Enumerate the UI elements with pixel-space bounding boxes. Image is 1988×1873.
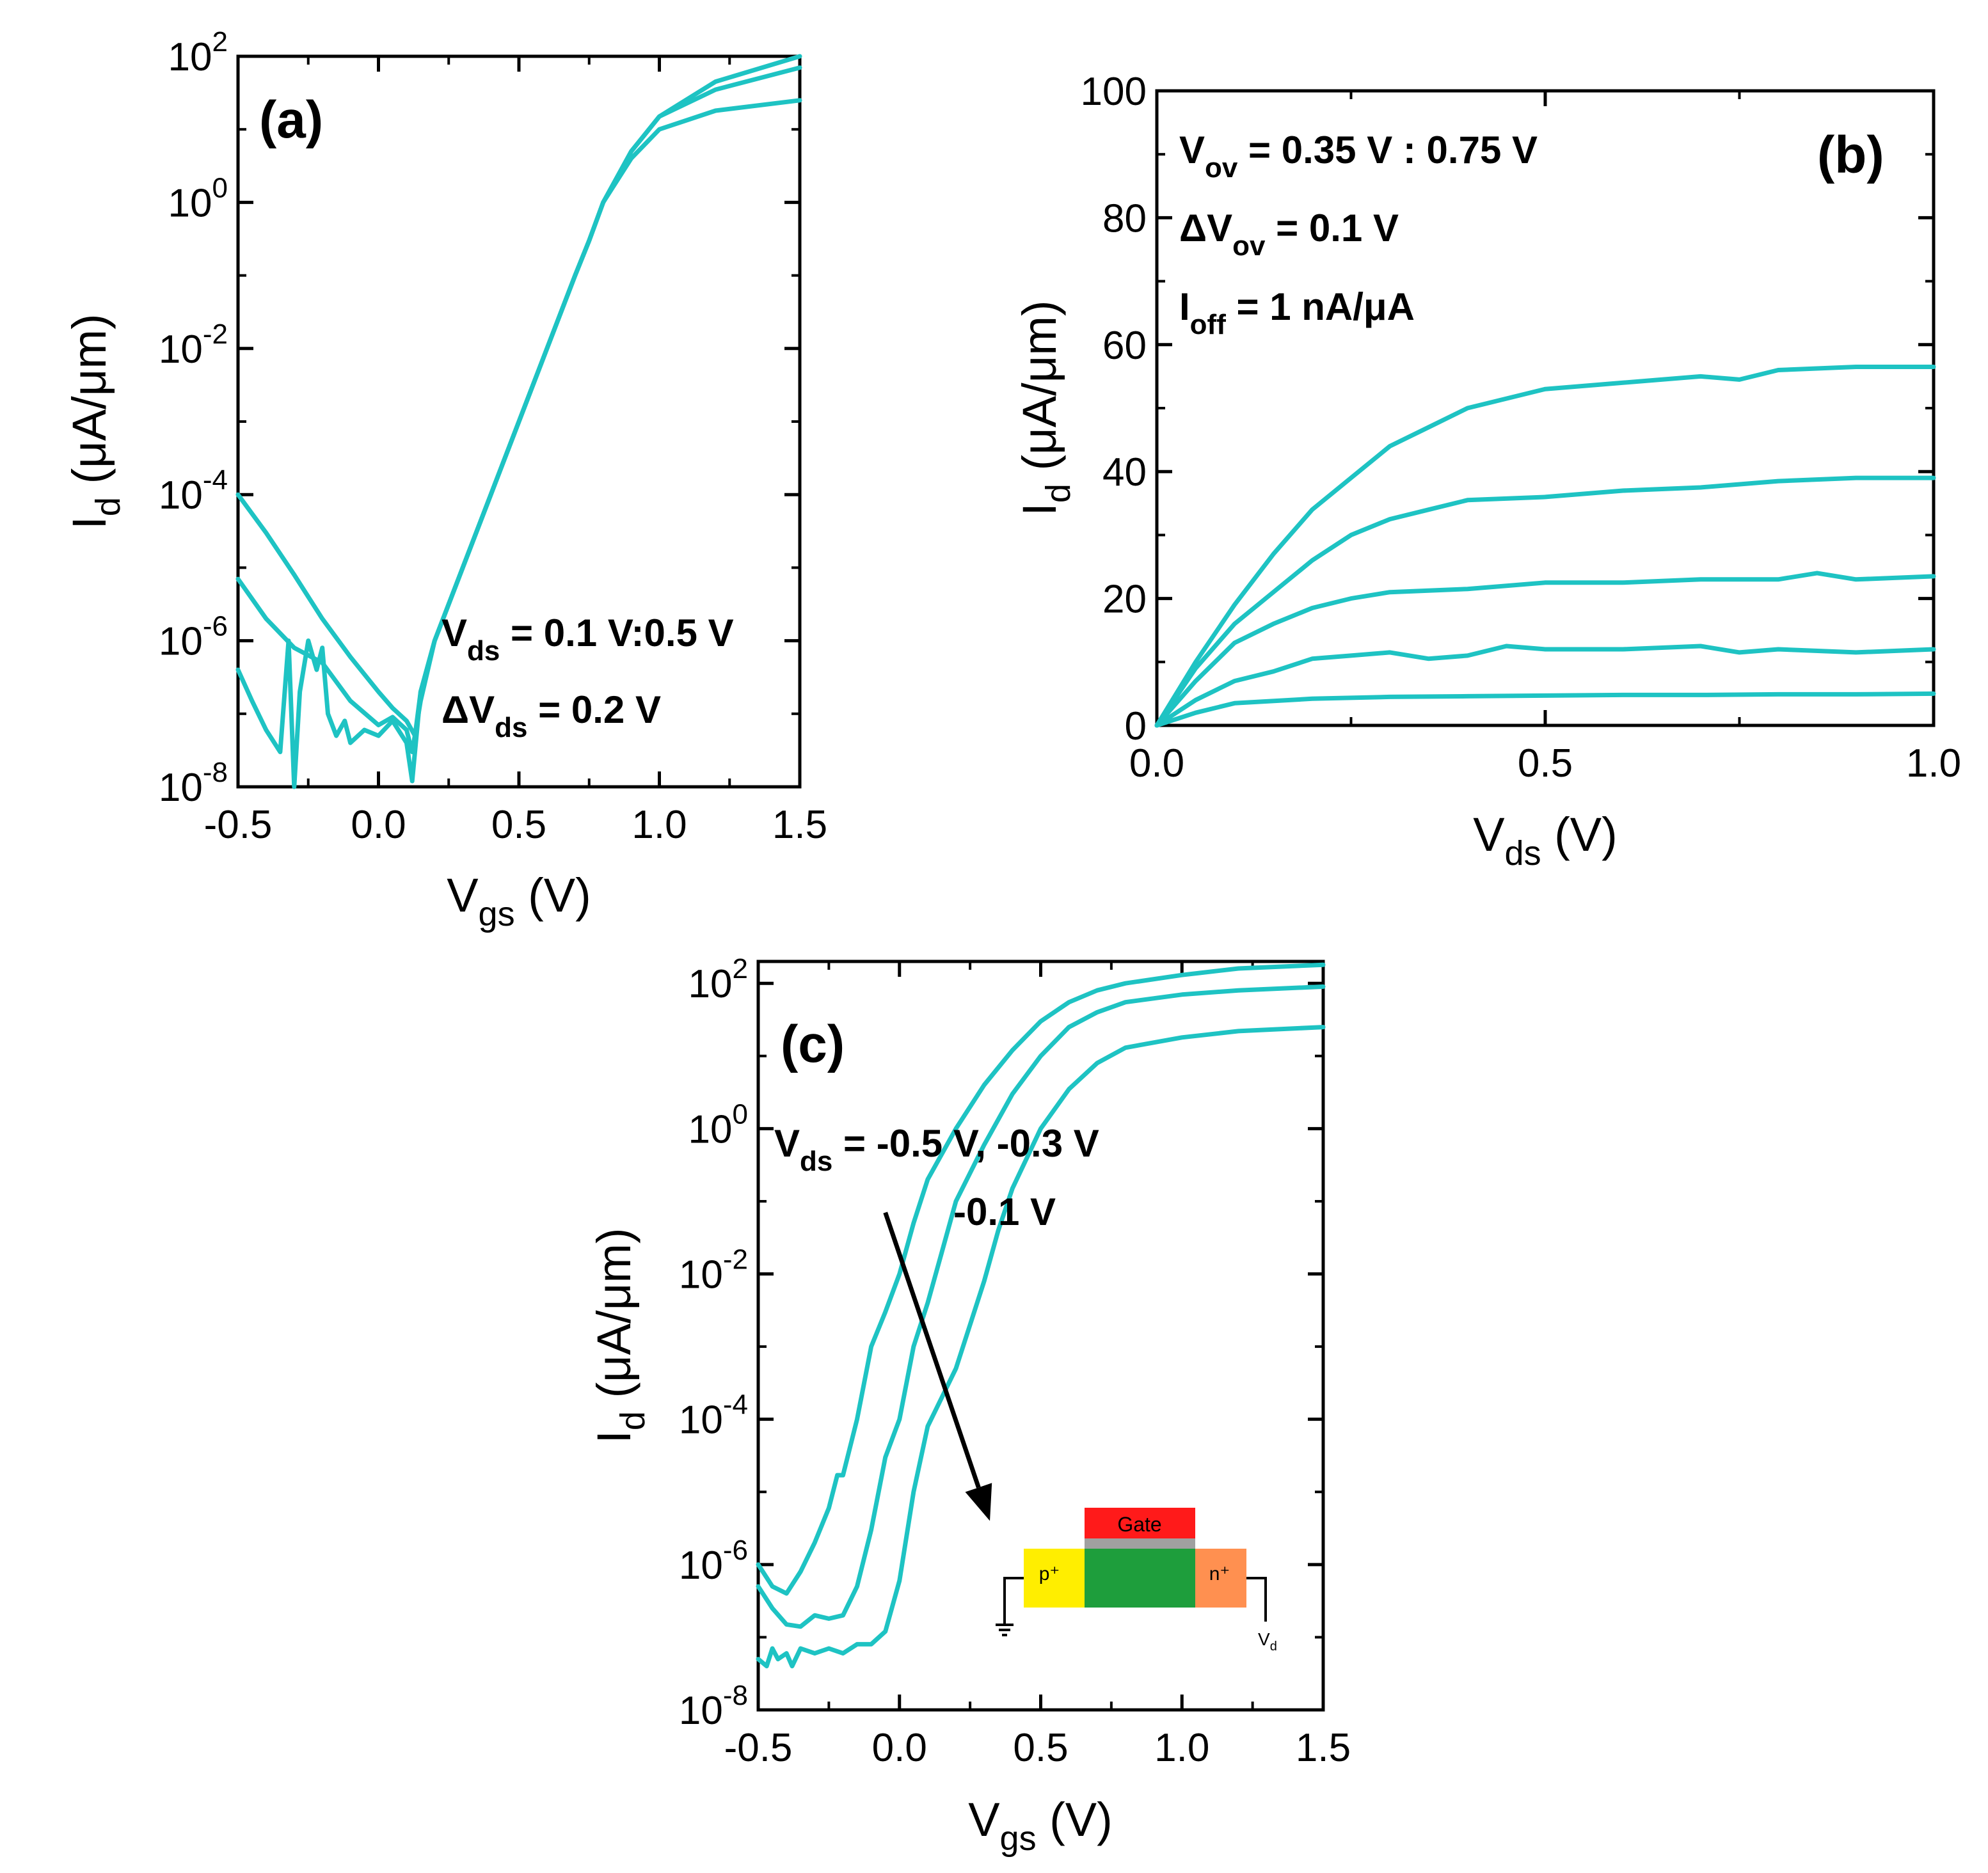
panel-b-annotation: ΔVov = 0.1 V (1179, 207, 1399, 262)
panel-b-annotation: Vov = 0.35 V : 0.75 V (1179, 129, 1538, 184)
panel-a-series-line (235, 98, 802, 789)
panel-a-xtick-label: 0.0 (351, 803, 406, 847)
panel-c-xtick-label: 0.0 (872, 1726, 927, 1770)
panel-b-series-line (1154, 644, 1936, 728)
panel-c-chart: -0.5 0.0 0.5 1.0 1.5 10-8 10-6 10-4 10-2 100 102 Vg… (587, 953, 1351, 1858)
panel-c-x-axis-label: Vgs (V) (968, 1793, 1113, 1858)
panel-c-ytick-label: 10-8 (679, 1680, 748, 1733)
panel-c-series-line (756, 1025, 1326, 1669)
panel-a-annotation: Vds = 0.1 V:0.5 V (441, 612, 734, 667)
panel-c-ytick-label: 100 (688, 1098, 748, 1151)
panel-b-chart: 0.0 0.5 1.0 0 20 40 60 80 100 Vds (V) Id (μA/μm) (b… (1013, 70, 1961, 873)
gate-block (1085, 1508, 1195, 1538)
p-region (1024, 1549, 1085, 1608)
panel-a-chart: -0.5 0.0 0.5 1.0 1.5 10-8 10-6 10-4 10-2 100 102 Vg… (63, 26, 827, 933)
gate-label: Gate (1117, 1513, 1161, 1536)
panel-a-ytick-label: 10-4 (159, 464, 228, 518)
panel-c-annotation: -0.1 V (953, 1190, 1056, 1233)
drain-wire (1246, 1577, 1267, 1622)
panel-c-panel-label: (c) (781, 1015, 845, 1073)
panel-c-annotation: Vds = -0.5 V, -0.3 V (774, 1122, 1099, 1177)
panel-c-arrow-head (965, 1483, 992, 1521)
panel-a-ytick-label: 100 (168, 172, 228, 225)
panel-b-ytick-label: 60 (1102, 324, 1147, 368)
panel-c-xtick-label: 1.5 (1296, 1726, 1351, 1770)
panel-a-ytick-label: 10-6 (159, 611, 228, 664)
panel-c-ytick-label: 10-4 (679, 1389, 748, 1442)
panel-c-ytick-label: 10-2 (679, 1244, 748, 1297)
panel-a-xtick-label: 1.5 (772, 803, 827, 847)
panel-b-ytick-label: 80 (1102, 196, 1147, 241)
panel-b-ytick-label: 20 (1102, 578, 1147, 622)
n-region-label: n⁺ (1209, 1563, 1230, 1585)
panel-a-annotation: ΔVds = 0.2 V (441, 688, 661, 743)
panel-b-x-axis-label: Vds (V) (1473, 808, 1618, 873)
panel-c-y-axis-label: Id (μA/μm) (587, 1228, 652, 1443)
panel-b-series-line (1154, 571, 1936, 728)
panel-b-plot-frame (1155, 89, 1936, 727)
device-schematic-inset: Gate p⁺ n⁺ Vd (996, 1508, 1277, 1654)
drain-voltage-label: Vd (1258, 1629, 1277, 1654)
panel-a-xtick-label: 1.0 (632, 803, 687, 847)
panel-b-series-line (1154, 691, 1936, 728)
panel-a-xtick-label: -0.5 (204, 803, 273, 847)
panel-b-xtick-label: 0.5 (1518, 741, 1573, 786)
panel-b-series-line (1154, 475, 1936, 728)
panel-c-ytick-label: 10-6 (679, 1535, 748, 1588)
panel-a-ytick-label: 102 (168, 26, 228, 79)
panel-a-y-axis-label: Id (μA/μm) (63, 313, 127, 529)
panel-a-ytick-label: 10-8 (159, 757, 228, 810)
p-region-label: p⁺ (1039, 1563, 1060, 1585)
panel-c-arrow-shaft (883, 1212, 981, 1489)
panel-b-xtick-label: 0.0 (1129, 741, 1184, 786)
panel-b-ytick-label: 40 (1102, 450, 1147, 494)
panel-c-series-line (756, 962, 1326, 1596)
n-region (1195, 1549, 1246, 1608)
panel-b-xtick-label: 1.0 (1906, 741, 1961, 786)
panel-b-series-line (1154, 365, 1936, 728)
ground-wire (1003, 1577, 1024, 1625)
panel-a-x-axis-label: Vgs (V) (447, 869, 591, 933)
panel-c-series-line (756, 984, 1326, 1629)
panel-b-y-axis-label: Id (μA/μm) (1013, 300, 1077, 516)
panel-a-panel-label: (a) (259, 91, 323, 149)
panel-c-xtick-label: -0.5 (724, 1726, 793, 1770)
panel-c-xtick-label: 0.5 (1013, 1726, 1068, 1770)
panel-c-ytick-label: 102 (688, 953, 748, 1006)
panel-a-xtick-label: 0.5 (491, 803, 546, 847)
channel-region (1085, 1549, 1195, 1608)
gate-oxide (1085, 1538, 1195, 1549)
panel-b-annotation: Ioff = 1 nA/μA (1179, 285, 1415, 340)
panel-b-panel-label: (b) (1817, 126, 1884, 184)
panel-b-ytick-label: 0 (1125, 704, 1147, 748)
panel-c-xtick-label: 1.0 (1154, 1726, 1209, 1770)
panel-a-ytick-label: 10-2 (159, 319, 228, 372)
panel-b-ytick-label: 100 (1081, 70, 1147, 114)
